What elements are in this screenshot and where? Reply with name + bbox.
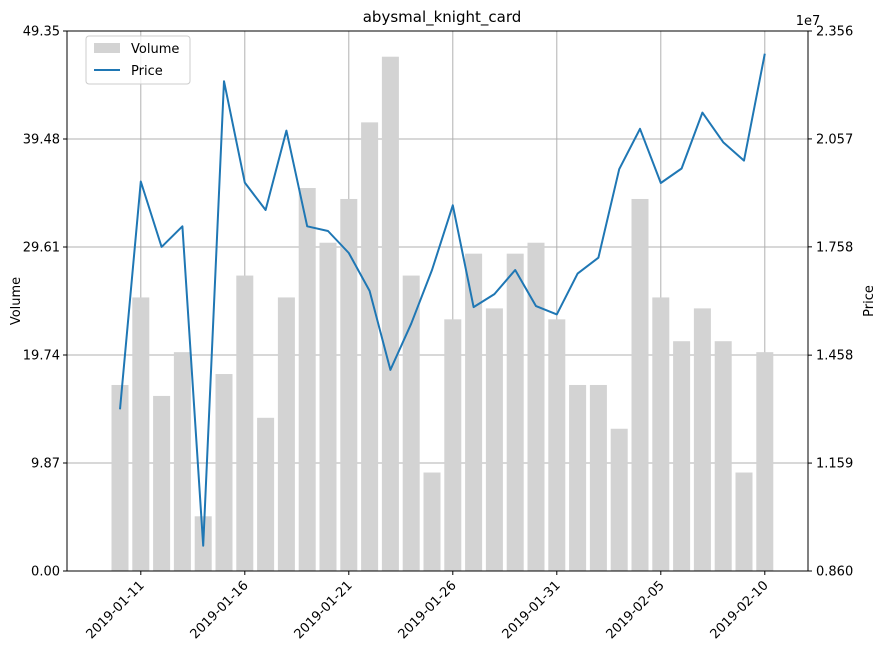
volume-bar [361,122,379,571]
volume-bar [153,395,171,571]
volume-bar [111,384,129,571]
legend-volume-swatch [94,43,120,53]
left-tick-label: 0.00 [31,565,60,580]
legend: Volume Price [85,35,191,85]
left-y-axis-title: Volume [9,277,24,325]
left-y-axis: 0.00 9.87 19.74 29.61 39.48 49.35 [23,25,67,580]
volume-bar [693,308,711,571]
volume-bar [714,341,732,571]
right-tick-label: 1.758 [816,240,853,255]
left-tick-label: 9.87 [31,457,60,472]
volume-bar [444,319,462,571]
volume-bar [381,56,399,571]
volume-bar [277,297,295,571]
plot-frame [66,30,809,572]
volume-bar [589,384,607,571]
volume-bar [215,374,233,571]
volume-bar [756,352,774,571]
volume-bar [298,188,316,571]
volume-bar [132,297,150,571]
right-tick-label: 2.356 [816,25,853,40]
right-tick-label: 2.057 [816,132,853,147]
volume-bar [652,297,670,571]
volume-bar [673,341,691,571]
volume-bar [569,384,587,571]
volume-bar [548,319,566,571]
right-tick-label: 0.860 [816,565,853,580]
right-tick-label: 1.159 [816,457,853,472]
volume-bar [402,275,420,571]
price-line-group [119,53,766,547]
volume-bar [527,242,545,571]
volume-bar [631,198,649,571]
volume-bar [340,198,358,571]
volume-bar [257,417,275,571]
left-tick-label: 49.35 [23,25,60,40]
right-tick-label: 1.458 [816,349,853,364]
right-y-axis-title: Price [862,285,877,317]
volume-bar [173,352,191,571]
left-tick-label: 19.74 [23,349,60,364]
volume-bar [506,253,524,571]
volume-bar [236,275,254,571]
volume-bar [319,242,337,571]
price-line [119,53,766,547]
volume-bar [610,428,628,571]
left-tick-label: 29.61 [23,241,60,256]
right-y-axis: 0.860 1.159 1.458 1.758 2.057 2.356 [808,25,853,580]
volume-bar [485,308,503,571]
left-tick-label: 39.48 [23,133,60,148]
right-axis-offset-text: 1e7 [796,14,821,29]
chart-title: abysmal_knight_card [363,8,522,27]
legend-price-label: Price [131,64,163,79]
volume-bar [423,472,441,571]
volume-bar [465,253,483,571]
legend-volume-label: Volume [131,42,179,57]
volume-bar [735,472,753,571]
